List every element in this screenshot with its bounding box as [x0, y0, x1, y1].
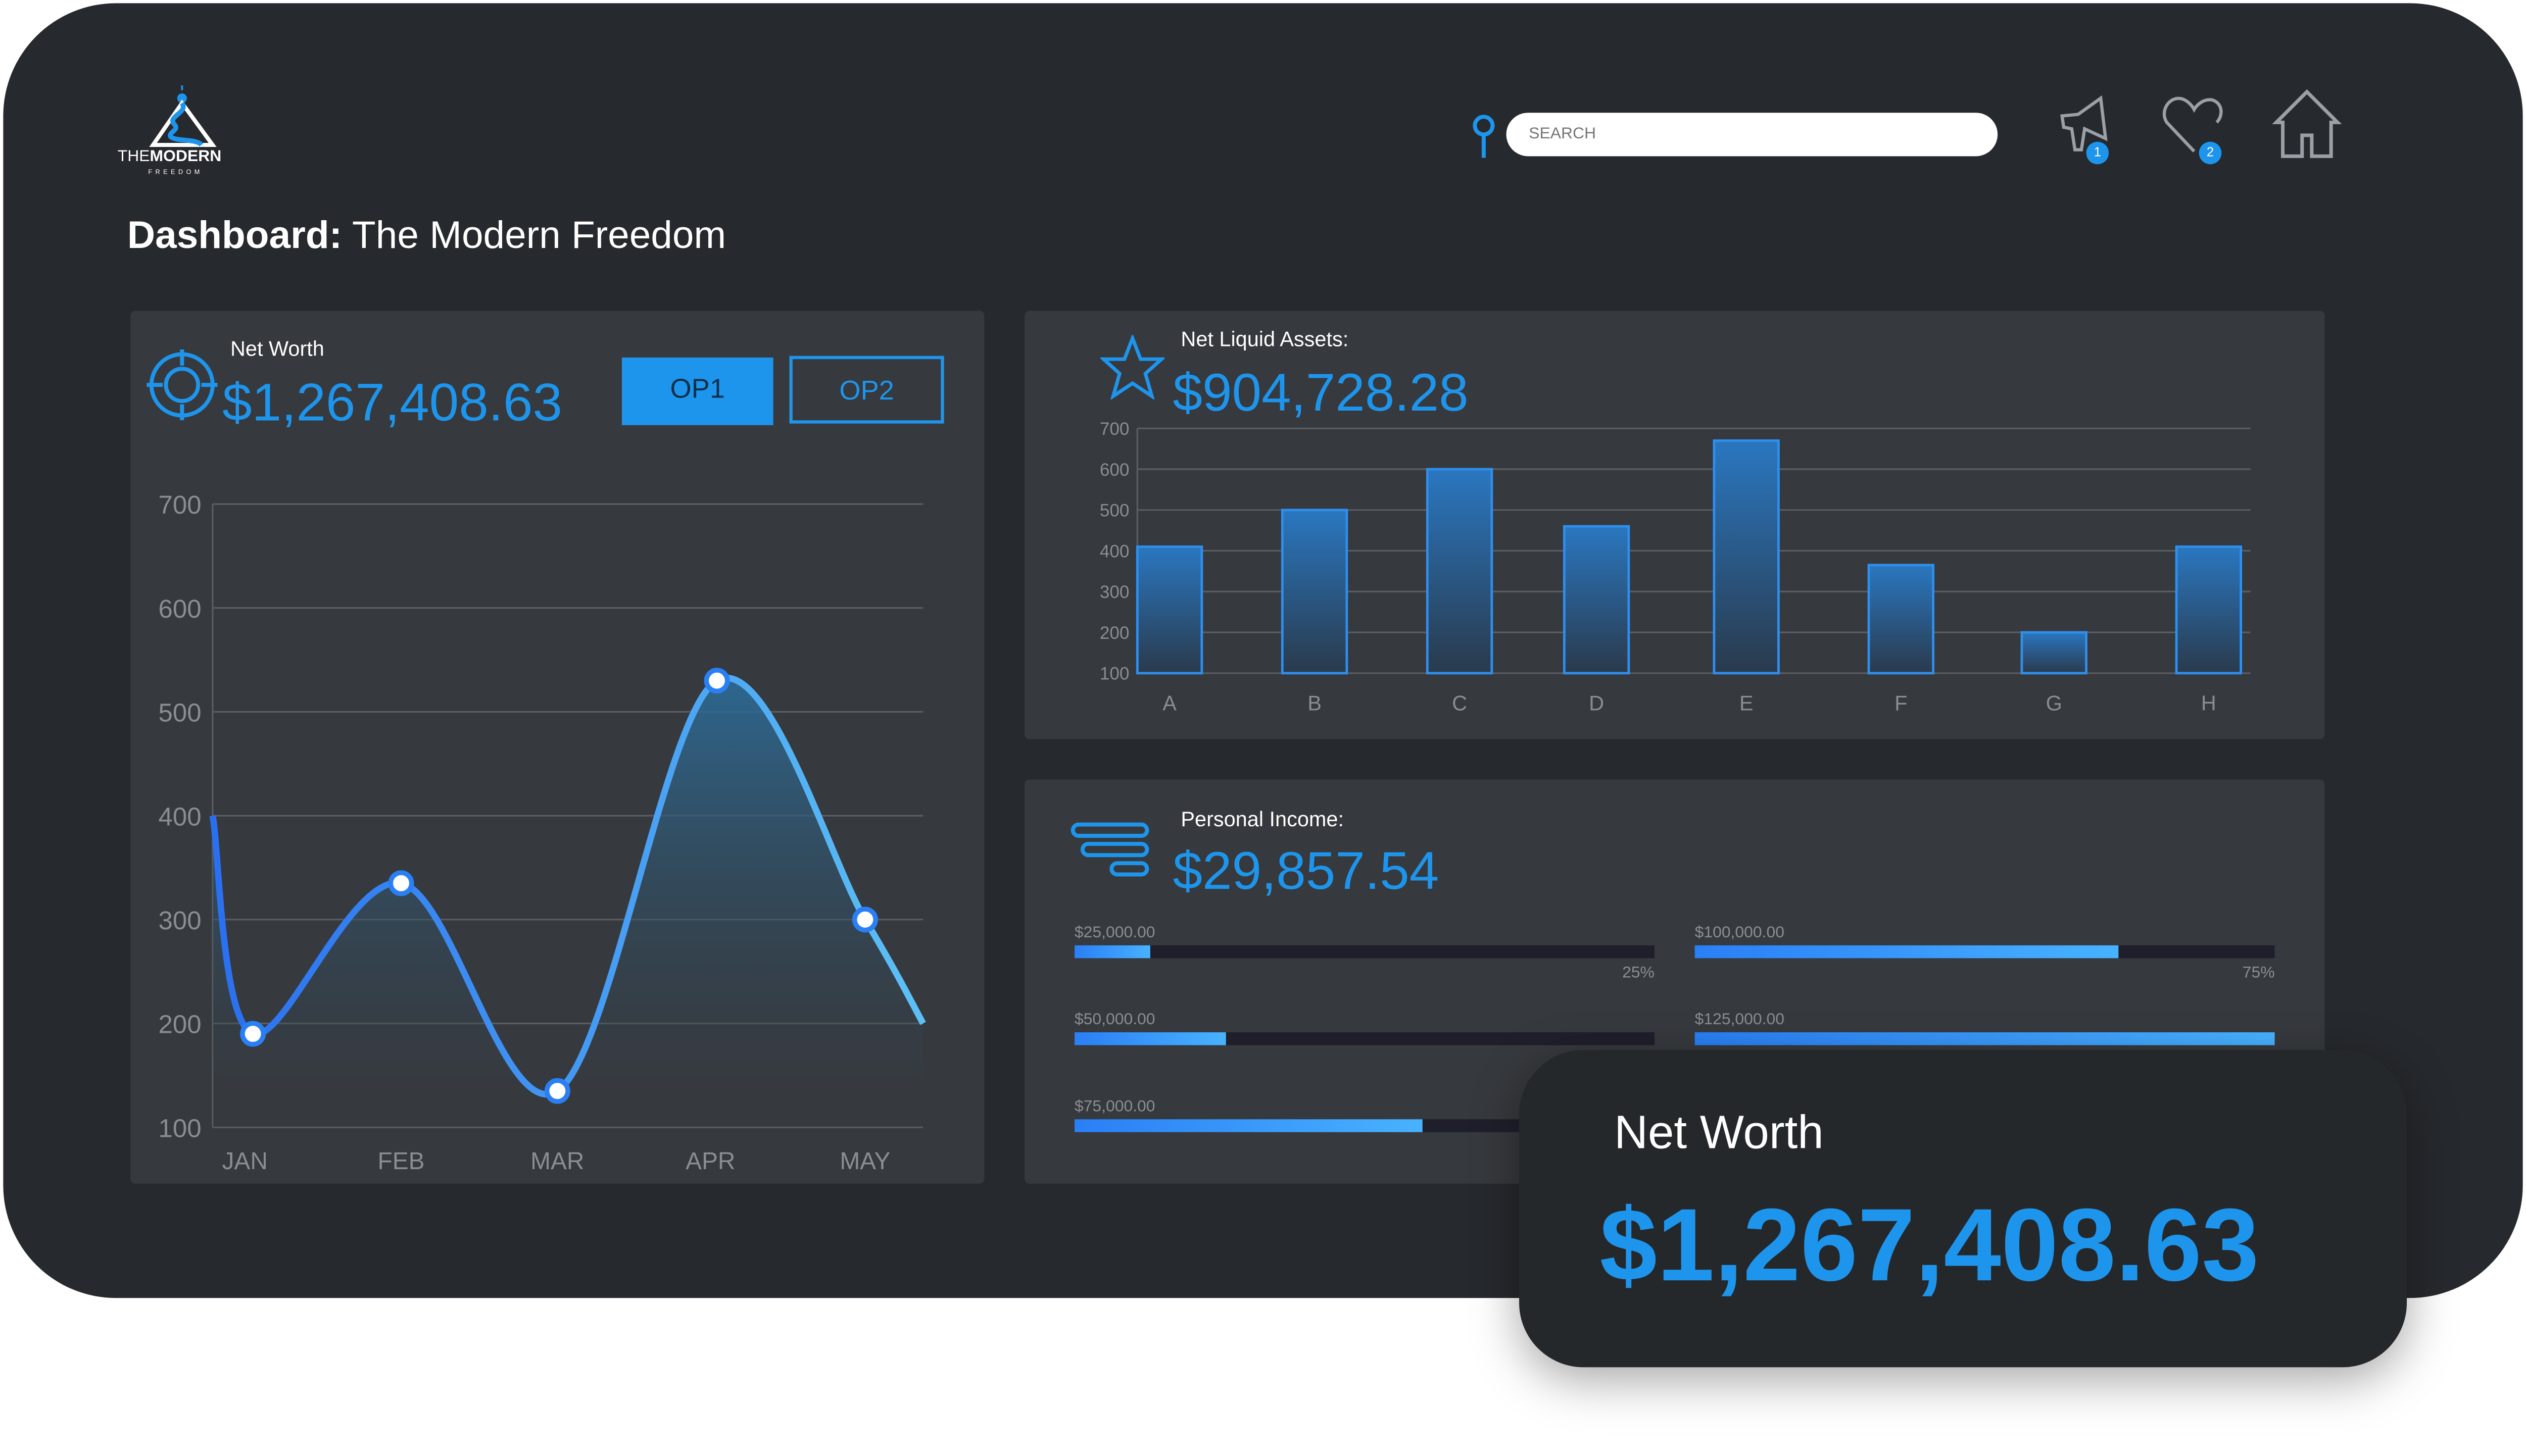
page-title-bold: Dashboard:: [127, 214, 343, 258]
y-tick-label: 100: [158, 1114, 201, 1142]
bar-D[interactable]: [1563, 525, 1630, 675]
op1-button[interactable]: OP1: [621, 357, 773, 425]
bar-A[interactable]: [1136, 545, 1203, 675]
x-tick-label: MAY: [840, 1148, 890, 1175]
income-progress-bar: [1074, 1032, 1655, 1045]
logo-icon: [149, 85, 217, 147]
income-bar-label: $75,000.00: [1074, 1098, 1155, 1116]
bar-F[interactable]: [1867, 564, 1934, 675]
popup-label: Net Worth: [1614, 1108, 1824, 1160]
liquid-assets-label: Net Liquid Assets:: [1181, 327, 1349, 352]
logo[interactable]: THEMODERN FREEDOM: [116, 84, 252, 180]
x-tick-label: JAN: [222, 1148, 268, 1175]
x-tick-label: APR: [686, 1148, 735, 1175]
data-point[interactable]: [704, 668, 730, 694]
data-point[interactable]: [852, 907, 878, 933]
x-tick-label: C: [1452, 691, 1467, 715]
income-percent: 75%: [2242, 965, 2275, 983]
income-progress-bar: [1074, 945, 1655, 959]
y-tick-label: 200: [1100, 623, 1130, 643]
heart-icon: [2162, 96, 2223, 153]
liquid-assets-value: $904,728.28: [1173, 362, 1469, 422]
x-tick-label: H: [2201, 691, 2216, 715]
liquid-assets-panel: Net Liquid Assets: $904,728.28: [1025, 311, 2325, 739]
y-tick-label: 700: [1100, 419, 1130, 439]
home-icon[interactable]: [2270, 87, 2344, 161]
bar-G[interactable]: [2020, 631, 2087, 675]
popup-value: $1,267,408.63: [1599, 1187, 2259, 1303]
notifications-button[interactable]: 1: [2056, 93, 2120, 168]
bar-C[interactable]: [1426, 468, 1493, 675]
line-area: [212, 678, 924, 1128]
page-title: Dashboard: The Modern Freedom: [127, 214, 726, 259]
logo-text-modern: MODERN: [150, 148, 222, 166]
bar-B[interactable]: [1281, 509, 1348, 675]
income-bar-label: $100,000.00: [1694, 924, 1784, 942]
income-progress-bar: [1694, 945, 2275, 959]
bar-E[interactable]: [1713, 439, 1780, 675]
y-tick-label: 400: [1100, 541, 1130, 561]
income-progress-fill: [1074, 1119, 1423, 1132]
megaphone-icon: [2060, 95, 2108, 152]
op2-button[interactable]: OP2: [789, 356, 944, 424]
search-icon[interactable]: [1469, 113, 1498, 161]
x-tick-label: B: [1307, 691, 1322, 715]
search-input[interactable]: [1506, 113, 1998, 157]
stack-icon: [1071, 822, 1149, 877]
star-icon: [1100, 335, 1165, 399]
net-worth-popup-card: Net Worth $1,267,408.63: [1519, 1050, 2407, 1368]
y-tick-label: 500: [158, 698, 201, 727]
favorites-badge: 2: [2199, 141, 2222, 165]
logo-text-the: THE: [117, 148, 150, 166]
data-point[interactable]: [388, 870, 414, 896]
y-tick-label: 600: [158, 594, 201, 623]
y-tick-label: 100: [1100, 664, 1130, 684]
y-tick-label: 600: [1100, 460, 1130, 480]
x-tick-label: E: [1739, 691, 1754, 715]
bar-H[interactable]: [2175, 545, 2243, 675]
income-bar-label: $50,000.00: [1074, 1011, 1155, 1029]
notifications-badge: 1: [2086, 141, 2109, 165]
personal-income-value: $29,857.54: [1173, 840, 1439, 900]
income-progress-fill: [1694, 945, 2118, 959]
y-tick-label: 500: [1100, 501, 1130, 521]
income-bar-label: $125,000.00: [1694, 1011, 1784, 1029]
favorites-button[interactable]: 2: [2159, 93, 2229, 168]
x-tick-label: MAR: [530, 1148, 584, 1175]
data-point[interactable]: [240, 1021, 266, 1047]
y-tick-label: 300: [158, 906, 201, 935]
income-progress-fill: [1074, 1032, 1226, 1045]
logo-text-freedom: FREEDOM: [148, 167, 203, 176]
net-worth-value: $1,267,408.63: [222, 372, 563, 432]
y-tick-label: 200: [158, 1010, 201, 1039]
x-tick-label: F: [1894, 691, 1907, 715]
x-tick-label: D: [1589, 691, 1604, 715]
income-bar-label: $25,000.00: [1074, 924, 1155, 942]
x-tick-label: FEB: [377, 1148, 424, 1175]
income-progress-fill: [1074, 945, 1150, 959]
personal-income-label: Personal Income:: [1181, 807, 1344, 831]
data-point[interactable]: [544, 1078, 570, 1104]
y-tick-label: 700: [158, 490, 201, 519]
income-percent: 25%: [1622, 965, 1655, 983]
x-tick-label: A: [1162, 691, 1177, 715]
page-title-rest: The Modern Freedom: [342, 214, 726, 258]
target-icon: [147, 349, 218, 421]
y-tick-label: 400: [158, 802, 201, 831]
y-tick-label: 300: [1100, 582, 1130, 602]
net-worth-label: Net Worth: [230, 336, 324, 361]
income-progress-bar: [1694, 1032, 2275, 1045]
income-progress-fill: [1694, 1032, 2275, 1045]
x-tick-label: G: [2046, 691, 2062, 715]
